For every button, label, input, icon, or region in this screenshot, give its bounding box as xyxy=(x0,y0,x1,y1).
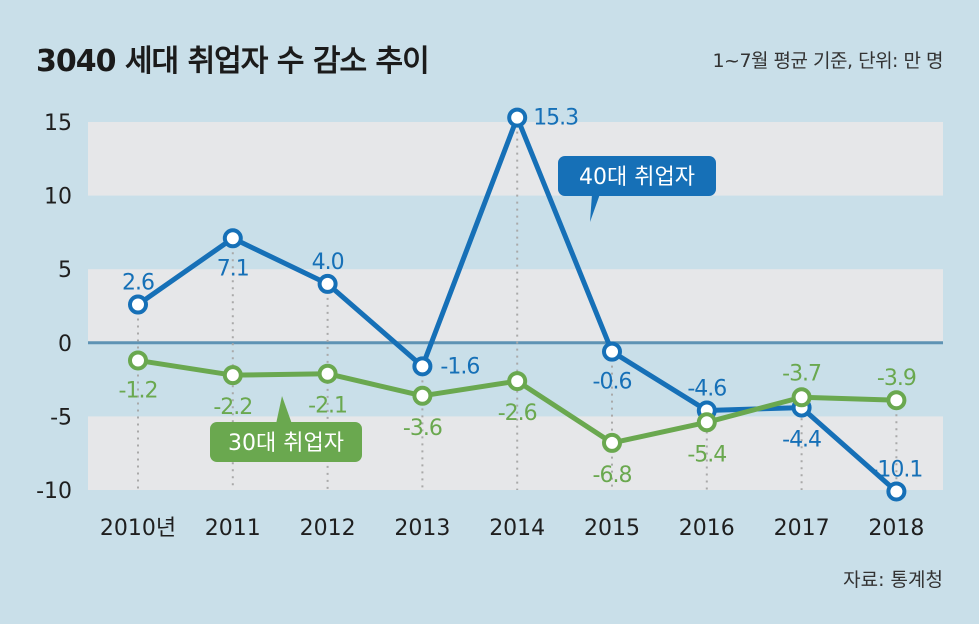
data-label-40: 7.1 xyxy=(217,256,249,281)
callout-40-tail xyxy=(590,194,600,222)
point-40 xyxy=(507,107,528,128)
y-tick-label: 10 xyxy=(44,185,72,210)
x-tick-label: 2017 xyxy=(774,516,830,541)
series-points xyxy=(128,107,907,502)
data-label-30: -2.6 xyxy=(498,401,537,426)
point-30 xyxy=(222,365,243,386)
x-tick-label: 2011 xyxy=(205,516,261,541)
x-tick-label: 2014 xyxy=(489,516,545,541)
callout-30: 30대 취업자 xyxy=(210,396,362,462)
callout-40-box xyxy=(558,156,716,196)
callout-40-label: 40대 취업자 xyxy=(579,165,695,190)
chart-title: 3040 세대 취업자 수 감소 추이 xyxy=(36,44,430,79)
point-30 xyxy=(128,350,148,371)
point-30 xyxy=(602,432,622,453)
callout-30-box xyxy=(210,422,362,462)
data-label-30: -3.6 xyxy=(403,416,442,441)
data-label-30: -3.9 xyxy=(877,366,916,391)
point-30 xyxy=(412,385,433,406)
point-30 xyxy=(317,363,338,384)
y-tick-label: -5 xyxy=(50,405,72,430)
x-tick-label: 2010년 xyxy=(100,516,176,541)
data-labels: 2.6 7.1 4.0 -1.6 15.3 -0.6 -4.6 -4.4 -10.1 -1.2 -2… xyxy=(119,106,924,488)
data-label-30: -2.1 xyxy=(308,394,347,419)
point-40 xyxy=(317,273,338,294)
plot-band-1 xyxy=(88,269,943,343)
data-label-40: 15.3 xyxy=(533,106,578,131)
y-tick-label: 15 xyxy=(44,111,72,136)
data-label-30: -2.2 xyxy=(213,395,252,420)
data-label-40: -1.6 xyxy=(440,354,479,379)
x-tick-label: 2016 xyxy=(679,516,735,541)
series-callouts: 40대 취업자 30대 취업자 xyxy=(210,156,716,462)
data-label-30: -5.4 xyxy=(687,442,726,467)
data-label-40: -0.6 xyxy=(593,370,632,395)
point-40 xyxy=(222,228,243,249)
data-label-40: 4.0 xyxy=(312,250,344,275)
x-tick-label: 2015 xyxy=(584,516,640,541)
y-axis-ticks: 15 10 5 0 -5 -10 xyxy=(36,111,72,504)
point-30 xyxy=(696,412,717,433)
data-label-40: 2.6 xyxy=(122,271,154,296)
point-40 xyxy=(128,294,148,315)
x-tick-label: 2012 xyxy=(300,516,356,541)
point-30 xyxy=(886,390,907,411)
x-tick-label: 2013 xyxy=(394,516,450,541)
source-note: 자료: 통계청 xyxy=(843,569,943,591)
callout-30-tail xyxy=(276,396,292,424)
x-tick-label: 2018 xyxy=(868,516,924,541)
data-label-40: -4.6 xyxy=(687,377,726,402)
data-label-30: -3.7 xyxy=(782,361,821,386)
data-label-40: -4.4 xyxy=(782,428,821,453)
callout-40: 40대 취업자 xyxy=(558,156,716,222)
point-30 xyxy=(507,371,528,392)
data-label-40: -10.1 xyxy=(870,457,922,482)
point-40 xyxy=(602,341,622,362)
x-axis-ticks: 2010년 2011 2012 2013 2014 2015 2016 2017 2018 xyxy=(100,516,925,541)
point-30 xyxy=(791,387,812,408)
point-40 xyxy=(412,356,433,377)
unit-note: 1~7월 평균 기준, 단위: 만 명 xyxy=(712,50,943,72)
data-label-30: -1.2 xyxy=(119,378,158,403)
y-tick-label: 0 xyxy=(58,332,72,357)
plot-band-0 xyxy=(88,122,943,196)
data-label-30: -6.8 xyxy=(593,463,632,488)
callout-30-label: 30대 취업자 xyxy=(228,431,344,456)
point-40 xyxy=(886,481,907,502)
y-tick-label: 5 xyxy=(58,258,72,283)
y-tick-label: -10 xyxy=(36,479,72,504)
